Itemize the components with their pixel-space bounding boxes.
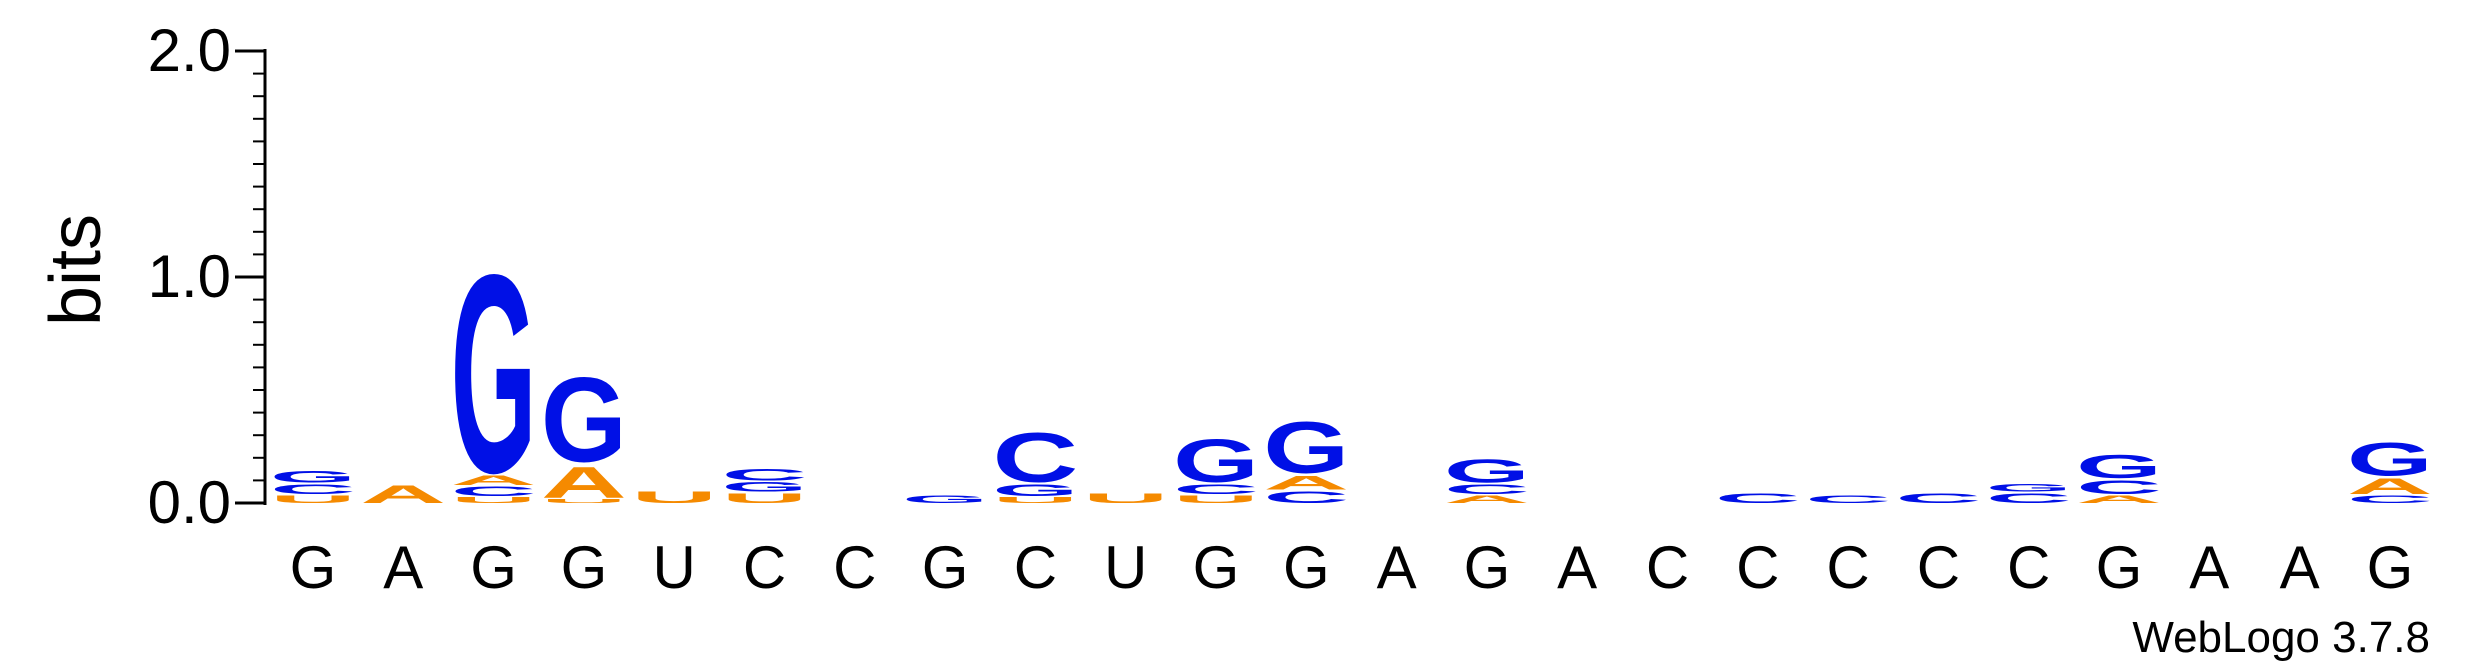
logo-letter-c: C — [451, 483, 537, 499]
x-tick-label: C — [1014, 534, 1057, 601]
x-tick-label: G — [1193, 534, 1240, 601]
logo-letter-c: C — [1805, 493, 1891, 506]
x-tick-label: G — [2367, 534, 2414, 601]
logo-letter-u: U — [451, 495, 537, 504]
logo-letter-g: G — [270, 467, 356, 486]
logo-letter-a: A — [2076, 493, 2162, 506]
logo-letter-a: A — [1263, 472, 1349, 494]
logo-letter-g: G — [902, 493, 988, 506]
x-tick-label: C — [1826, 534, 1869, 601]
x-tick-label: A — [1377, 534, 1417, 601]
x-tick-label: G — [1283, 534, 1330, 601]
logo-letter-u: U — [631, 488, 717, 507]
x-tick-label: A — [1557, 534, 1597, 601]
logo-letter-c: C — [2076, 476, 2162, 498]
x-tick-label: C — [1646, 534, 1689, 601]
logo-letter-u: U — [270, 493, 356, 506]
logo-letter-g: G — [1263, 407, 1349, 489]
logo-letter-a: A — [451, 472, 537, 488]
x-tick-label: A — [2280, 534, 2320, 601]
y-axis-label: bits — [36, 214, 116, 326]
logo-letter-c: C — [270, 481, 356, 497]
x-tick-label: G — [922, 534, 969, 601]
weblogo-version-label: WebLogo 3.7.8 — [2132, 613, 2430, 662]
x-tick-label: C — [1736, 534, 1779, 601]
logo-letter-c: C — [992, 419, 1078, 497]
logo-letter-u: U — [1083, 490, 1169, 506]
logo-letter-a: A — [541, 458, 627, 508]
logo-letter-c: C — [1895, 490, 1981, 506]
logo-letter-u: U — [1173, 493, 1259, 506]
logo-letter-g: G — [451, 215, 537, 532]
x-tick-label: A — [2189, 534, 2229, 601]
x-tick-label: G — [290, 534, 337, 601]
y-axis: 0.0 1.0 2.0 — [148, 17, 267, 536]
logo-letter-a: A — [2347, 474, 2433, 499]
logo-glyphs: AUCGAUCAUAUUGCGUGCUUCGCAGACGCCCCGACGCAGG… — [270, 215, 2433, 532]
logo-letter-a: A — [360, 480, 446, 508]
logo-letter-u: U — [992, 495, 1078, 504]
logo-letter-g: G — [1986, 481, 2072, 494]
x-tick-label: G — [470, 534, 517, 601]
x-tick-label: G — [1464, 534, 1511, 601]
logo-letter-c: C — [2347, 493, 2433, 506]
logo-letter-g: G — [1173, 426, 1259, 495]
x-tick-label: A — [383, 534, 423, 601]
logo-letter-c: C — [722, 465, 808, 484]
logo-letter-c: C — [1263, 488, 1349, 507]
x-tick-label: C — [833, 534, 876, 601]
y-tick-label: 2.0 — [148, 17, 231, 84]
x-tick-label: U — [653, 534, 696, 601]
logo-letter-g: G — [541, 352, 627, 487]
x-tick-label: C — [743, 534, 786, 601]
logo-letter-c: C — [1444, 481, 1530, 497]
logo-letter-c: C — [1173, 481, 1259, 497]
logo-letter-c: C — [1986, 490, 2072, 506]
logo-letter-g: G — [992, 481, 1078, 500]
x-tick-label: G — [2096, 534, 2143, 601]
x-tick-label: U — [1104, 534, 1147, 601]
logo-letter-g: G — [2347, 433, 2433, 486]
logo-letter-g: G — [722, 479, 808, 495]
logo-letter-g: G — [2076, 448, 2162, 485]
logo-letter-g: G — [1444, 452, 1530, 489]
logo-letter-u: U — [541, 498, 627, 504]
logo-letter-u: U — [722, 490, 808, 506]
logo-letter-a: A — [1444, 493, 1530, 506]
logo-letter-c: C — [1715, 490, 1801, 506]
x-tick-label: G — [561, 534, 608, 601]
y-tick-label: 0.0 — [148, 469, 231, 536]
x-tick-label: C — [1917, 534, 1960, 601]
y-tick-label: 1.0 — [148, 243, 231, 310]
x-tick-label: C — [2007, 534, 2050, 601]
